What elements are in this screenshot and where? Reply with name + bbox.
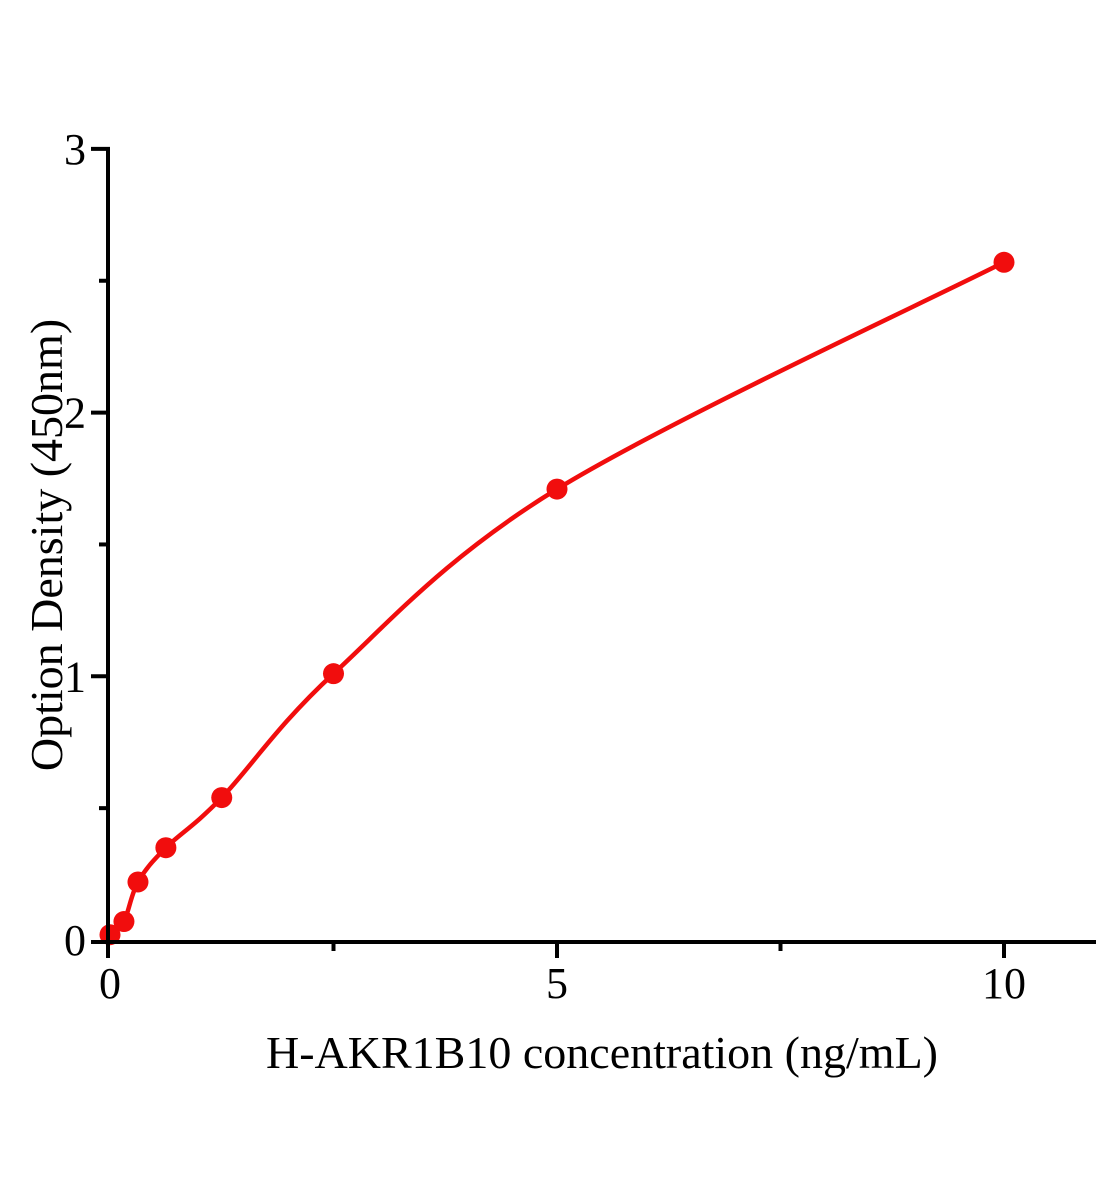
data-point bbox=[546, 478, 568, 500]
axes-layer bbox=[91, 146, 1096, 958]
data-points-layer bbox=[99, 251, 1015, 946]
data-point bbox=[323, 663, 344, 685]
data-point bbox=[155, 837, 177, 859]
x-tick-label: 5 bbox=[546, 959, 568, 1008]
tick-labels-layer: 0 5 10 0 1 2 3 bbox=[64, 125, 1026, 1008]
data-point bbox=[993, 251, 1015, 273]
x-tick-label: 10 bbox=[982, 959, 1026, 1008]
y-tick-label: 1 bbox=[64, 652, 86, 701]
data-point bbox=[113, 911, 135, 933]
fitted-curve bbox=[108, 260, 1006, 937]
data-point bbox=[127, 871, 149, 893]
y-tick-label: 0 bbox=[64, 916, 86, 965]
y-tick-label: 2 bbox=[64, 389, 86, 438]
y-axis-title: Option Density (450nm) bbox=[21, 319, 72, 771]
curve-layer bbox=[108, 260, 1006, 937]
y-tick-label: 3 bbox=[64, 125, 86, 174]
x-tick-label: 0 bbox=[99, 959, 121, 1008]
x-axis-title: H-AKR1B10 concentration (ng/mL) bbox=[266, 1027, 938, 1078]
data-point bbox=[211, 787, 233, 809]
